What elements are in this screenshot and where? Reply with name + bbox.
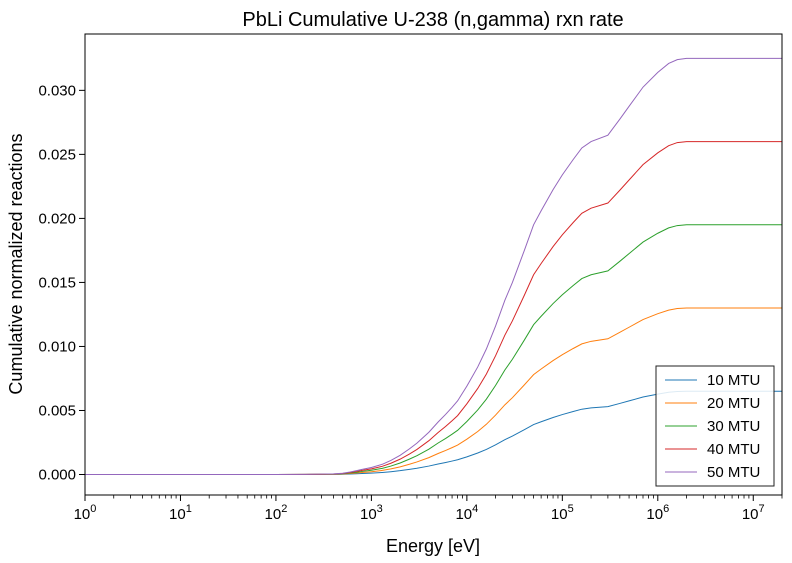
y-tick-label: 0.030 bbox=[38, 82, 76, 99]
x-tick-label: 102 bbox=[265, 503, 288, 523]
x-tick-label: 107 bbox=[742, 503, 765, 523]
series-line-1 bbox=[85, 390, 782, 476]
plot-frame bbox=[84, 33, 783, 496]
y-tick-label: 0.010 bbox=[38, 338, 76, 355]
series-line-5 bbox=[85, 57, 782, 476]
series-line-3 bbox=[85, 224, 782, 476]
series-layer bbox=[85, 57, 782, 476]
x-axis-minor-ticks bbox=[113, 495, 783, 499]
y-tick-label: 0.000 bbox=[38, 467, 76, 484]
y-tick-label: 0.005 bbox=[38, 402, 76, 419]
x-axis-title: Energy [eV] bbox=[386, 536, 480, 556]
series-line-4 bbox=[85, 141, 782, 476]
chart-title: PbLi Cumulative U-238 (n,gamma) rxn rate bbox=[242, 9, 623, 31]
legend-label-2: 20 MTU bbox=[707, 395, 760, 412]
legend-label-4: 40 MTU bbox=[707, 441, 760, 458]
legend-label-3: 30 MTU bbox=[707, 418, 760, 435]
x-tick-label: 105 bbox=[551, 503, 574, 523]
legend-label-5: 50 MTU bbox=[707, 464, 760, 481]
y-axis: 0.000 0.005 0.010 0.015 0.020 0.025 0.030 bbox=[38, 82, 85, 484]
y-tick-label: 0.020 bbox=[38, 210, 76, 227]
x-tick-label: 106 bbox=[646, 503, 669, 523]
legend-label-1: 10 MTU bbox=[707, 372, 760, 389]
x-tick-label: 103 bbox=[360, 503, 383, 523]
y-tick-label: 0.015 bbox=[38, 274, 76, 291]
x-axis: 100 101 102 103 104 105 106 107 bbox=[74, 495, 765, 523]
x-tick-label: 101 bbox=[169, 503, 192, 523]
y-axis-title: Cumulative normalized reactions bbox=[6, 133, 26, 394]
y-tick-label: 0.025 bbox=[38, 146, 76, 163]
x-tick-label: 100 bbox=[74, 503, 97, 523]
series-line-2 bbox=[85, 307, 782, 476]
legend: 10 MTU 20 MTU 30 MTU 40 MTU 50 MTU bbox=[655, 365, 775, 487]
x-tick-label: 104 bbox=[455, 503, 478, 523]
